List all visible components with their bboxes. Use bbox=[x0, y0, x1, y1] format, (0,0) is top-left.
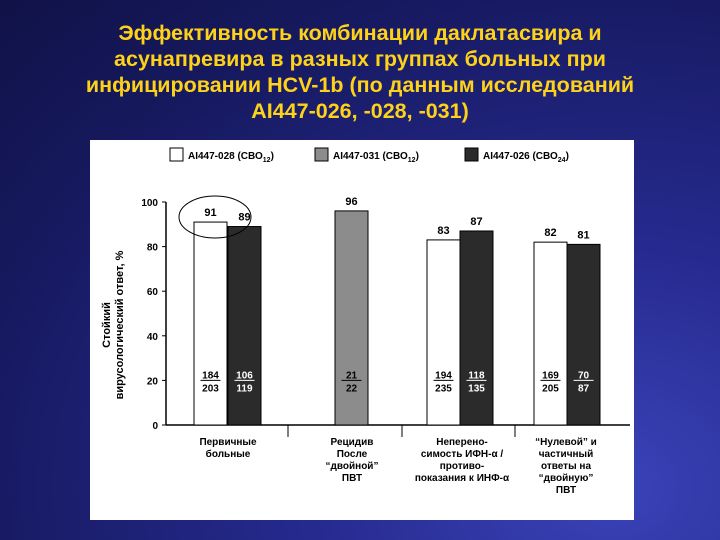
bar-count-denominator-4-2: 87 bbox=[578, 383, 590, 394]
y-tick-label-100: 100 bbox=[141, 198, 158, 209]
bar-value-label-3-1: 83 bbox=[437, 225, 449, 237]
x-group-label-3-line-2: симость ИФН-α / bbox=[421, 449, 504, 460]
y-axis-label-line-1: Стойкий bbox=[101, 302, 113, 348]
bar-value-label-4-2: 81 bbox=[577, 229, 589, 241]
x-group-label-2-line-4: ПВТ bbox=[342, 473, 362, 484]
bar-value-label-4-1: 82 bbox=[544, 227, 556, 239]
bar-group-3-1 bbox=[426, 239, 461, 426]
x-group-label-1-line-1: Первичные bbox=[199, 437, 257, 448]
y-tick-label-20: 20 bbox=[147, 376, 159, 387]
x-group-label-4-line-3: ответы на bbox=[541, 461, 591, 472]
bar-value-label-3-2: 87 bbox=[470, 216, 482, 228]
bar-count-numerator-1-2: 106 bbox=[236, 370, 253, 381]
bar-group-4-2 bbox=[566, 243, 601, 426]
y-axis-label-line-2: вирусологический ответ, % bbox=[114, 250, 126, 399]
highlight-ellipse bbox=[178, 195, 252, 239]
bar-group-3-2 bbox=[459, 230, 494, 426]
bar-count-denominator-1-1: 203 bbox=[202, 383, 219, 394]
bar-group-4-1 bbox=[533, 241, 568, 426]
x-group-label-1-line-2: больные bbox=[206, 448, 251, 460]
bar-value-label-2-1: 96 bbox=[345, 196, 357, 208]
x-group-label-3-line-1: Неперено- bbox=[436, 437, 488, 448]
x-group-label-4-line-1: “Нулевой” и bbox=[535, 437, 597, 448]
bar-count-numerator-4-2: 70 bbox=[578, 370, 590, 381]
y-tick-label-60: 60 bbox=[147, 287, 159, 298]
bar-count-numerator-4-1: 169 bbox=[542, 370, 559, 381]
x-group-label-4-line-4: “двойную” bbox=[539, 473, 594, 484]
bar-count-numerator-1-1: 184 bbox=[202, 370, 219, 381]
x-group-label-4-line-5: ПВТ bbox=[556, 485, 576, 496]
y-tick-label-0: 0 bbox=[152, 421, 158, 432]
bar-count-denominator-2-1: 22 bbox=[346, 383, 358, 394]
chart-panel: AI447-028 (СВО12) AI447-031 (СВО12) AI447-… bbox=[90, 140, 634, 520]
legend-swatch-1 bbox=[169, 147, 184, 162]
legend-label-3: AI447-026 (СВО24) bbox=[483, 151, 569, 164]
legend-swatch-3 bbox=[464, 147, 479, 162]
y-tick-label-80: 80 bbox=[147, 243, 159, 254]
bar-value-label-1-1: 91 bbox=[204, 207, 216, 219]
bar-group-1-1 bbox=[193, 221, 228, 426]
bar-count-denominator-4-1: 205 bbox=[542, 383, 559, 394]
y-tick-label-40: 40 bbox=[147, 332, 159, 343]
legend-label-2: AI447-031 (СВО12) bbox=[333, 151, 419, 164]
sustained-virologic-response-chart: AI447-028 (СВО12) AI447-031 (СВО12) AI447-… bbox=[101, 147, 630, 496]
bar-count-denominator-3-1: 235 bbox=[435, 383, 452, 394]
bar-count-numerator-2-1: 21 bbox=[346, 370, 358, 381]
x-group-label-2-line-2: После bbox=[337, 449, 368, 460]
bar-count-denominator-3-2: 135 bbox=[468, 383, 485, 394]
legend-label-1: AI447-028 (СВО12) bbox=[188, 151, 274, 164]
x-group-label-2-line-1: Рецидив bbox=[331, 437, 374, 448]
x-group-label-4-line-2: частичный bbox=[539, 449, 594, 460]
bar-group-1-2 bbox=[227, 226, 262, 426]
bar-value-label-1-2: 89 bbox=[238, 212, 250, 224]
slide-title: Эффективность комбинации даклатасвира и … bbox=[85, 21, 635, 123]
bar-count-numerator-3-1: 194 bbox=[435, 370, 452, 381]
x-group-label-3-line-4: показания к ИНФ-α bbox=[415, 473, 510, 484]
x-group-label-3-line-3: противо- bbox=[440, 461, 485, 472]
bar-count-denominator-1-2: 119 bbox=[236, 383, 253, 394]
bar-count-numerator-3-2: 118 bbox=[468, 370, 485, 381]
x-group-label-2-line-3: “двойной” bbox=[326, 461, 379, 472]
bar-group-2-1 bbox=[334, 210, 369, 426]
legend-swatch-2 bbox=[314, 147, 329, 162]
